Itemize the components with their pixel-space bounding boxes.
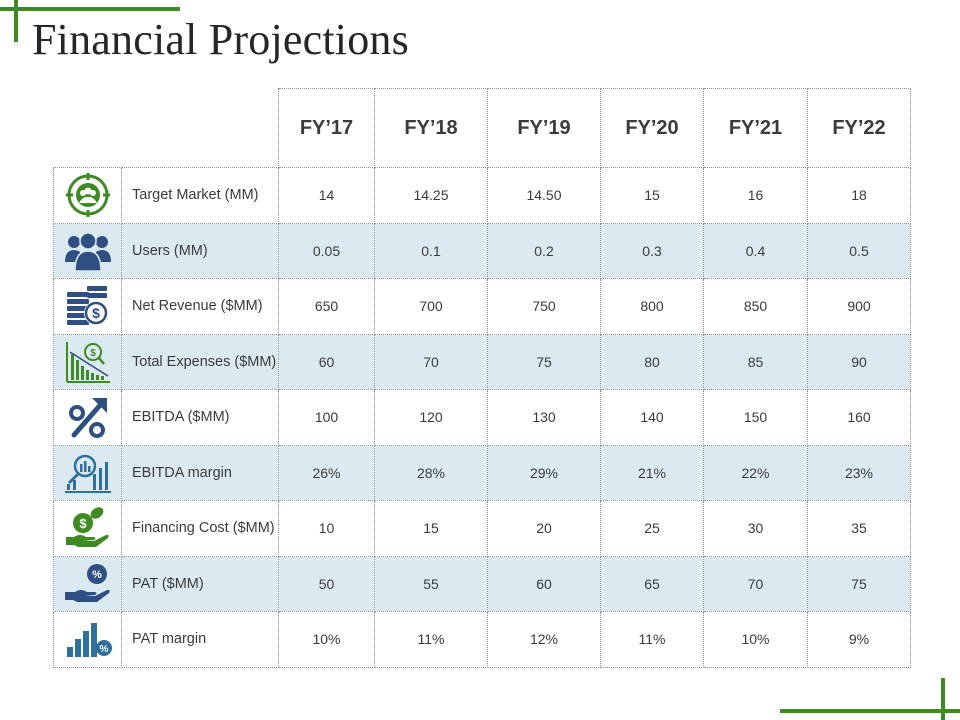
table-cell: 9% xyxy=(807,611,911,668)
corner-accent-bottom-h xyxy=(780,709,960,713)
target-market-icon xyxy=(65,173,110,218)
users-icon xyxy=(64,232,111,272)
svg-text:%: % xyxy=(92,569,102,581)
table-cell: 65 xyxy=(600,555,704,612)
table-cell: 70 xyxy=(703,555,808,612)
table-cell: 160 xyxy=(807,389,911,446)
table-row: % PAT ($MM) 50 55 60 65 70 75 xyxy=(53,555,911,612)
table-cell: 16 xyxy=(703,167,808,224)
table-cell: 11% xyxy=(600,611,704,668)
bar-percent-icon: % xyxy=(66,623,112,658)
svg-text:%: % xyxy=(99,644,108,655)
svg-text:$: $ xyxy=(92,305,100,321)
page-title: Financial Projections xyxy=(32,15,409,64)
row-label: Net Revenue ($MM) xyxy=(121,278,279,335)
year-header: FY’18 xyxy=(374,88,488,168)
revenue-coins-icon: $ xyxy=(66,286,108,326)
table-row: $ Net Revenue ($MM) 650 700 750 800 850 … xyxy=(53,278,911,335)
corner-accent-top-v xyxy=(14,0,18,42)
table-cell: 60 xyxy=(278,333,375,390)
year-header: FY’17 xyxy=(278,88,375,168)
table-cell: 130 xyxy=(487,389,601,446)
row-label: Target Market (MM) xyxy=(121,167,279,224)
row-label: Users (MM) xyxy=(121,222,279,279)
table-cell: 15 xyxy=(600,167,704,224)
percent-growth-icon xyxy=(68,398,107,439)
financial-projections-table: FY’17 FY’18 FY’19 FY’20 FY’21 FY’22 xyxy=(53,88,911,668)
table-cell: 75 xyxy=(487,333,601,390)
svg-text:$: $ xyxy=(79,516,87,531)
table-cell: 80 xyxy=(600,333,704,390)
table-row: EBITDA margin 26% 28% 29% 21% 22% 23% xyxy=(53,444,911,501)
table-cell: 70 xyxy=(374,333,488,390)
row-label: Financing Cost ($MM) xyxy=(121,500,279,557)
table-cell: 150 xyxy=(703,389,808,446)
table-cell: 140 xyxy=(600,389,704,446)
year-header: FY’20 xyxy=(600,88,704,168)
year-header: FY’21 xyxy=(703,88,808,168)
year-header: FY’22 xyxy=(807,88,911,168)
table-cell: 0.2 xyxy=(487,222,601,279)
table-cell: 11% xyxy=(374,611,488,668)
table-cell: 900 xyxy=(807,278,911,335)
table-cell: 0.3 xyxy=(600,222,704,279)
hand-money-icon: $ xyxy=(65,507,109,548)
table-cell: 0.5 xyxy=(807,222,911,279)
table-cell: 14.50 xyxy=(487,167,601,224)
table-cell: 14 xyxy=(278,167,375,224)
hand-percent-icon: % xyxy=(64,563,110,602)
table-cell: 100 xyxy=(278,389,375,446)
table-cell: 21% xyxy=(600,444,704,501)
table-cell: 26% xyxy=(278,444,375,501)
table-cell: 0.1 xyxy=(374,222,488,279)
table-cell: 50 xyxy=(278,555,375,612)
table-row: $ Financing Cost ($MM) 10 15 20 25 30 35 xyxy=(53,500,911,557)
row-label: EBITDA margin xyxy=(121,444,279,501)
table-cell: 29% xyxy=(487,444,601,501)
table-cell: 15 xyxy=(374,500,488,557)
corner-accent-bottom-v xyxy=(941,678,945,720)
table-cell: 0.05 xyxy=(278,222,375,279)
table-cell: 75 xyxy=(807,555,911,612)
table-row: % PAT margin 10% 11% 12% 11% 10% 9% xyxy=(53,611,911,668)
year-header: FY’19 xyxy=(487,88,601,168)
row-label: PAT ($MM) xyxy=(121,555,279,612)
table-cell: 20 xyxy=(487,500,601,557)
table-cell: 850 xyxy=(703,278,808,335)
table-cell: 14.25 xyxy=(374,167,488,224)
table-cell: 700 xyxy=(374,278,488,335)
table-cell: 12% xyxy=(487,611,601,668)
expenses-chart-icon: $ xyxy=(65,341,110,383)
table-cell: 35 xyxy=(807,500,911,557)
table-cell: 85 xyxy=(703,333,808,390)
table-cell: 60 xyxy=(487,555,601,612)
table-row: $ Total Expenses ($MM) 60 70 75 80 85 90 xyxy=(53,333,911,390)
table-cell: 30 xyxy=(703,500,808,557)
table-cell: 28% xyxy=(374,444,488,501)
corner-accent-top-h xyxy=(0,7,180,11)
table-cell: 22% xyxy=(703,444,808,501)
header-blank xyxy=(53,88,279,168)
table-cell: 55 xyxy=(374,555,488,612)
table-cell: 25 xyxy=(600,500,704,557)
table-cell: 10% xyxy=(278,611,375,668)
row-label: PAT margin xyxy=(121,611,279,668)
table-cell: 90 xyxy=(807,333,911,390)
table-cell: 0.4 xyxy=(703,222,808,279)
table-cell: 18 xyxy=(807,167,911,224)
table-cell: 10% xyxy=(703,611,808,668)
svg-text:$: $ xyxy=(90,348,96,359)
table-row: Users (MM) 0.05 0.1 0.2 0.3 0.4 0.5 xyxy=(53,222,911,279)
table-row: EBITDA ($MM) 100 120 130 140 150 160 xyxy=(53,389,911,446)
table-cell: 120 xyxy=(374,389,488,446)
row-label: Total Expenses ($MM) xyxy=(121,333,279,390)
table-cell: 650 xyxy=(278,278,375,335)
table-cell: 23% xyxy=(807,444,911,501)
table-cell: 800 xyxy=(600,278,704,335)
table-cell: 750 xyxy=(487,278,601,335)
table-cell: 10 xyxy=(278,500,375,557)
magnifier-chart-icon xyxy=(64,454,111,493)
row-label: EBITDA ($MM) xyxy=(121,389,279,446)
table-row: Target Market (MM) 14 14.25 14.50 15 16 … xyxy=(53,167,911,224)
